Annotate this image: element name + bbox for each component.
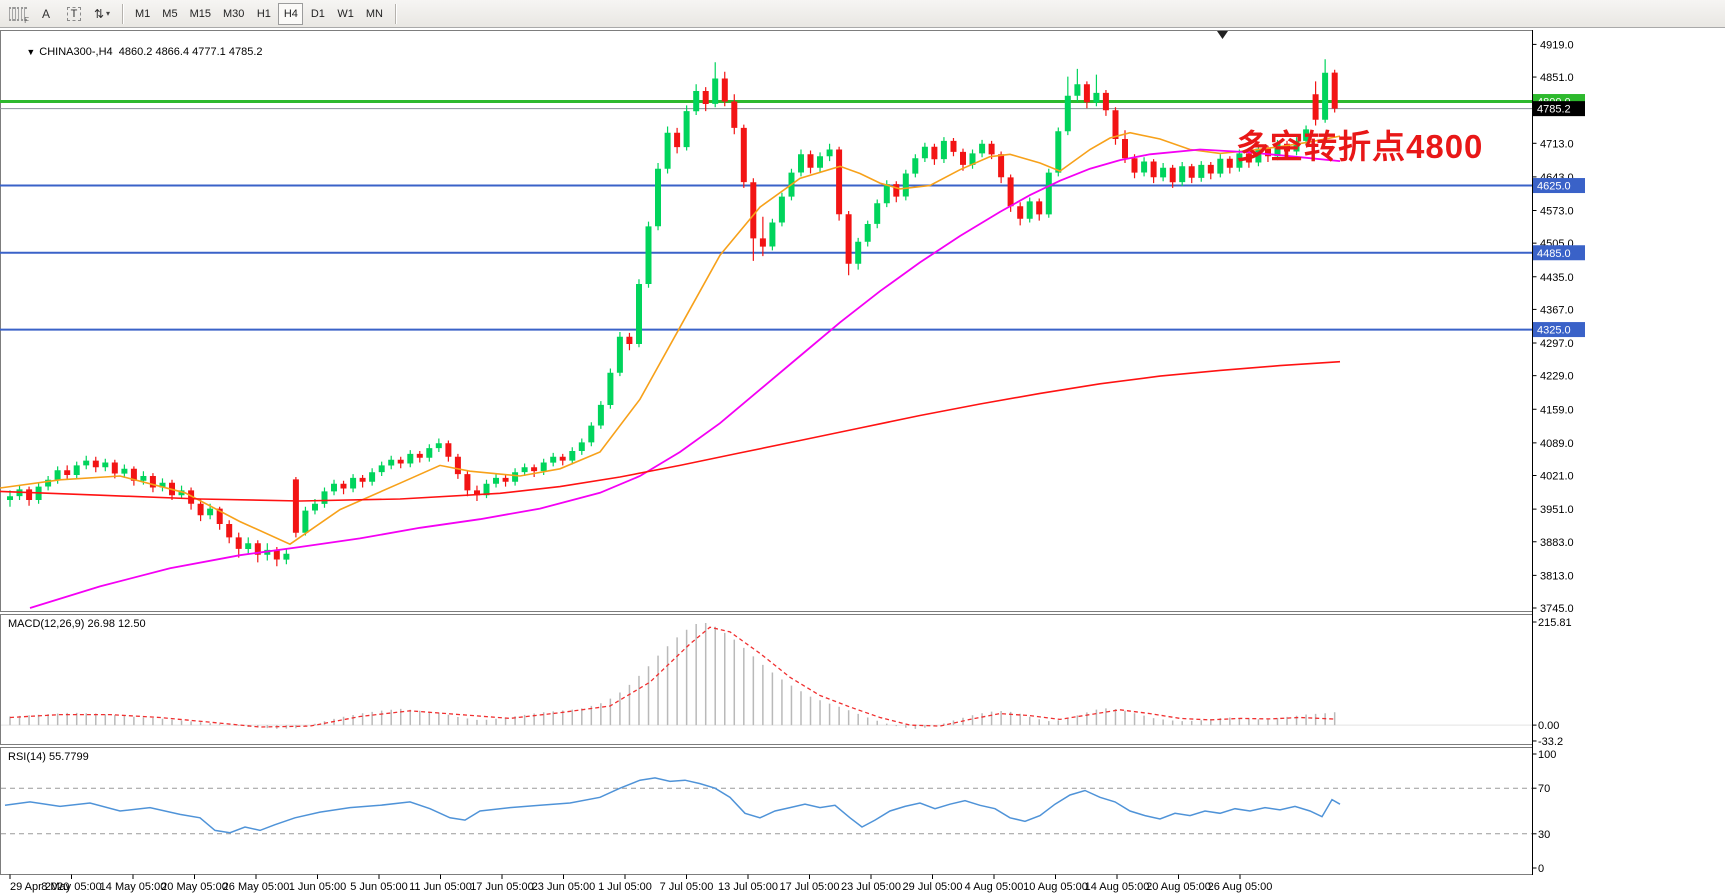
- timeframe-h1[interactable]: H1: [251, 3, 276, 25]
- macd-histogram: [9, 623, 1336, 729]
- time-tick-label: 1 Jun 05:00: [289, 881, 347, 893]
- price-tick-label: 4367.0: [1540, 304, 1574, 316]
- price-level-tag: [1533, 322, 1585, 338]
- price-tick-label: 4851.0: [1540, 72, 1574, 84]
- cycle-arrows-icon: ⇅: [93, 6, 105, 21]
- ma-slow-line[interactable]: [0, 360, 1341, 502]
- time-tick-label: 26 May 05:00: [223, 881, 290, 893]
- time-tick-label: 17 Jun 05:00: [470, 881, 534, 893]
- rsi-tick-label: 30: [1538, 829, 1550, 841]
- toolbar-separator: [394, 3, 396, 24]
- down-candle-bodies: [26, 72, 1338, 560]
- ma-mid-line[interactable]: [29, 148, 1341, 609]
- macd-signal-line: [9, 626, 1336, 728]
- cycle-tool-button[interactable]: ⇅ ▾: [90, 3, 114, 25]
- horizontal-level-lines[interactable]: [0, 100, 1532, 331]
- chevron-down-icon: ▾: [106, 9, 111, 18]
- time-tick-label: 7 Jul 05:00: [660, 881, 714, 893]
- label-tool-button[interactable]: A: [41, 6, 50, 21]
- time-tick-label: 20 May 05:00: [161, 881, 228, 893]
- time-tick-label: 1 Jul 05:00: [598, 881, 652, 893]
- rsi-tick-label: 70: [1538, 783, 1550, 795]
- time-tick-label: 14 May 05:00: [100, 881, 167, 893]
- toolbar-separator: [122, 3, 123, 24]
- chart-canvas[interactable]: 4919.04851.04713.04643.04573.04505.04435…: [0, 28, 1725, 896]
- time-tick-label: 11 Jun 05:00: [409, 881, 472, 893]
- timeframe-m30[interactable]: M30: [218, 3, 249, 25]
- rsi-tick-label: 0: [1538, 863, 1544, 875]
- time-tick-label: 23 Jun 05:00: [532, 881, 596, 893]
- chart-window: 4919.0 4851.0 4713.0 4643.0 4573.0 4505.0 4435…: [0, 28, 1725, 896]
- price-level-tag-label: 4325.0: [1537, 325, 1571, 337]
- candlestick-series: [7, 59, 1338, 567]
- price-tick-label: 4435.0: [1540, 272, 1574, 284]
- price-tick-label: 4573.0: [1540, 206, 1574, 218]
- timeframe-m1[interactable]: M1: [130, 3, 155, 25]
- price-level-tag: [1533, 101, 1585, 117]
- time-tick-label: 14 Aug 05:00: [1085, 881, 1150, 893]
- timeframe-h4[interactable]: H4: [278, 2, 304, 25]
- rsi-panel-frame: [0, 747, 1533, 875]
- chart-shift-marker-icon[interactable]: [1217, 31, 1228, 39]
- time-tick-label: 10 Aug 05:00: [1023, 881, 1088, 893]
- price-level-tag: [1533, 245, 1585, 261]
- time-tick-label: 5 Jun 05:00: [350, 881, 408, 893]
- timeframe-w1[interactable]: W1: [332, 3, 359, 25]
- timeframe-mn[interactable]: MN: [361, 3, 388, 25]
- price-level-tag: [1533, 178, 1585, 194]
- price-tick-label: 3883.0: [1540, 537, 1574, 549]
- price-level-tag-label: 4785.2: [1537, 104, 1571, 116]
- price-tick-label: 4159.0: [1540, 404, 1574, 416]
- rsi-line: [4, 777, 1341, 834]
- time-tick-label: 13 Jul 05:00: [718, 881, 778, 893]
- ma-fast-line[interactable]: [0, 131, 1341, 546]
- price-tick-label: 3745.0: [1540, 603, 1574, 615]
- price-tick-label: 4089.0: [1540, 438, 1574, 450]
- macd-tick-label: 0.00: [1538, 720, 1559, 732]
- down-candle-wicks: [28, 69, 1336, 567]
- price-tick-label: 4713.0: [1540, 138, 1574, 150]
- price-level-tag-label: 4485.0: [1537, 248, 1571, 260]
- time-tick-label: 4 Aug 05:00: [965, 881, 1024, 893]
- macd-tick-label: -33.2: [1538, 736, 1563, 748]
- toolbar: F A T ⇅ ▾ M1 M5 M15 M30 H1 H4 D1 W1 MN: [0, 0, 1725, 28]
- price-tick-label: 4229.0: [1540, 371, 1574, 383]
- time-tick-label: 8 May 05:00: [41, 881, 102, 893]
- time-tick-label: 20 Aug 05:00: [1146, 881, 1211, 893]
- price-tick-label: 4919.0: [1540, 39, 1574, 51]
- timeframe-d1[interactable]: D1: [305, 3, 330, 25]
- time-tick-label: 23 Jul 05:00: [841, 881, 901, 893]
- time-tick-label: 29 Jul 05:00: [903, 881, 963, 893]
- rsi-tick-label: 100: [1538, 749, 1556, 761]
- macd-tick-label: 215.81: [1538, 617, 1572, 629]
- time-tick-label: 29 Apr 2020: [10, 881, 69, 893]
- price-tick-label: 4021.0: [1540, 471, 1574, 483]
- time-tick-label: 26 Aug 05:00: [1208, 881, 1273, 893]
- timeframe-m5[interactable]: M5: [157, 3, 182, 25]
- indicator-grid-icon[interactable]: F: [6, 3, 30, 25]
- price-tick-label: 3813.0: [1540, 570, 1574, 582]
- up-candle-bodies: [7, 72, 1329, 560]
- text-tool-button[interactable]: T: [62, 3, 86, 25]
- price-tick-label: 3951.0: [1540, 504, 1574, 516]
- timeframe-m15[interactable]: M15: [185, 3, 216, 25]
- price-tick-label: 4297.0: [1540, 338, 1574, 350]
- time-tick-label: 17 Jul 05:00: [780, 881, 840, 893]
- grid-glyph: F: [9, 6, 29, 25]
- price-level-tag-label: 4625.0: [1537, 181, 1571, 193]
